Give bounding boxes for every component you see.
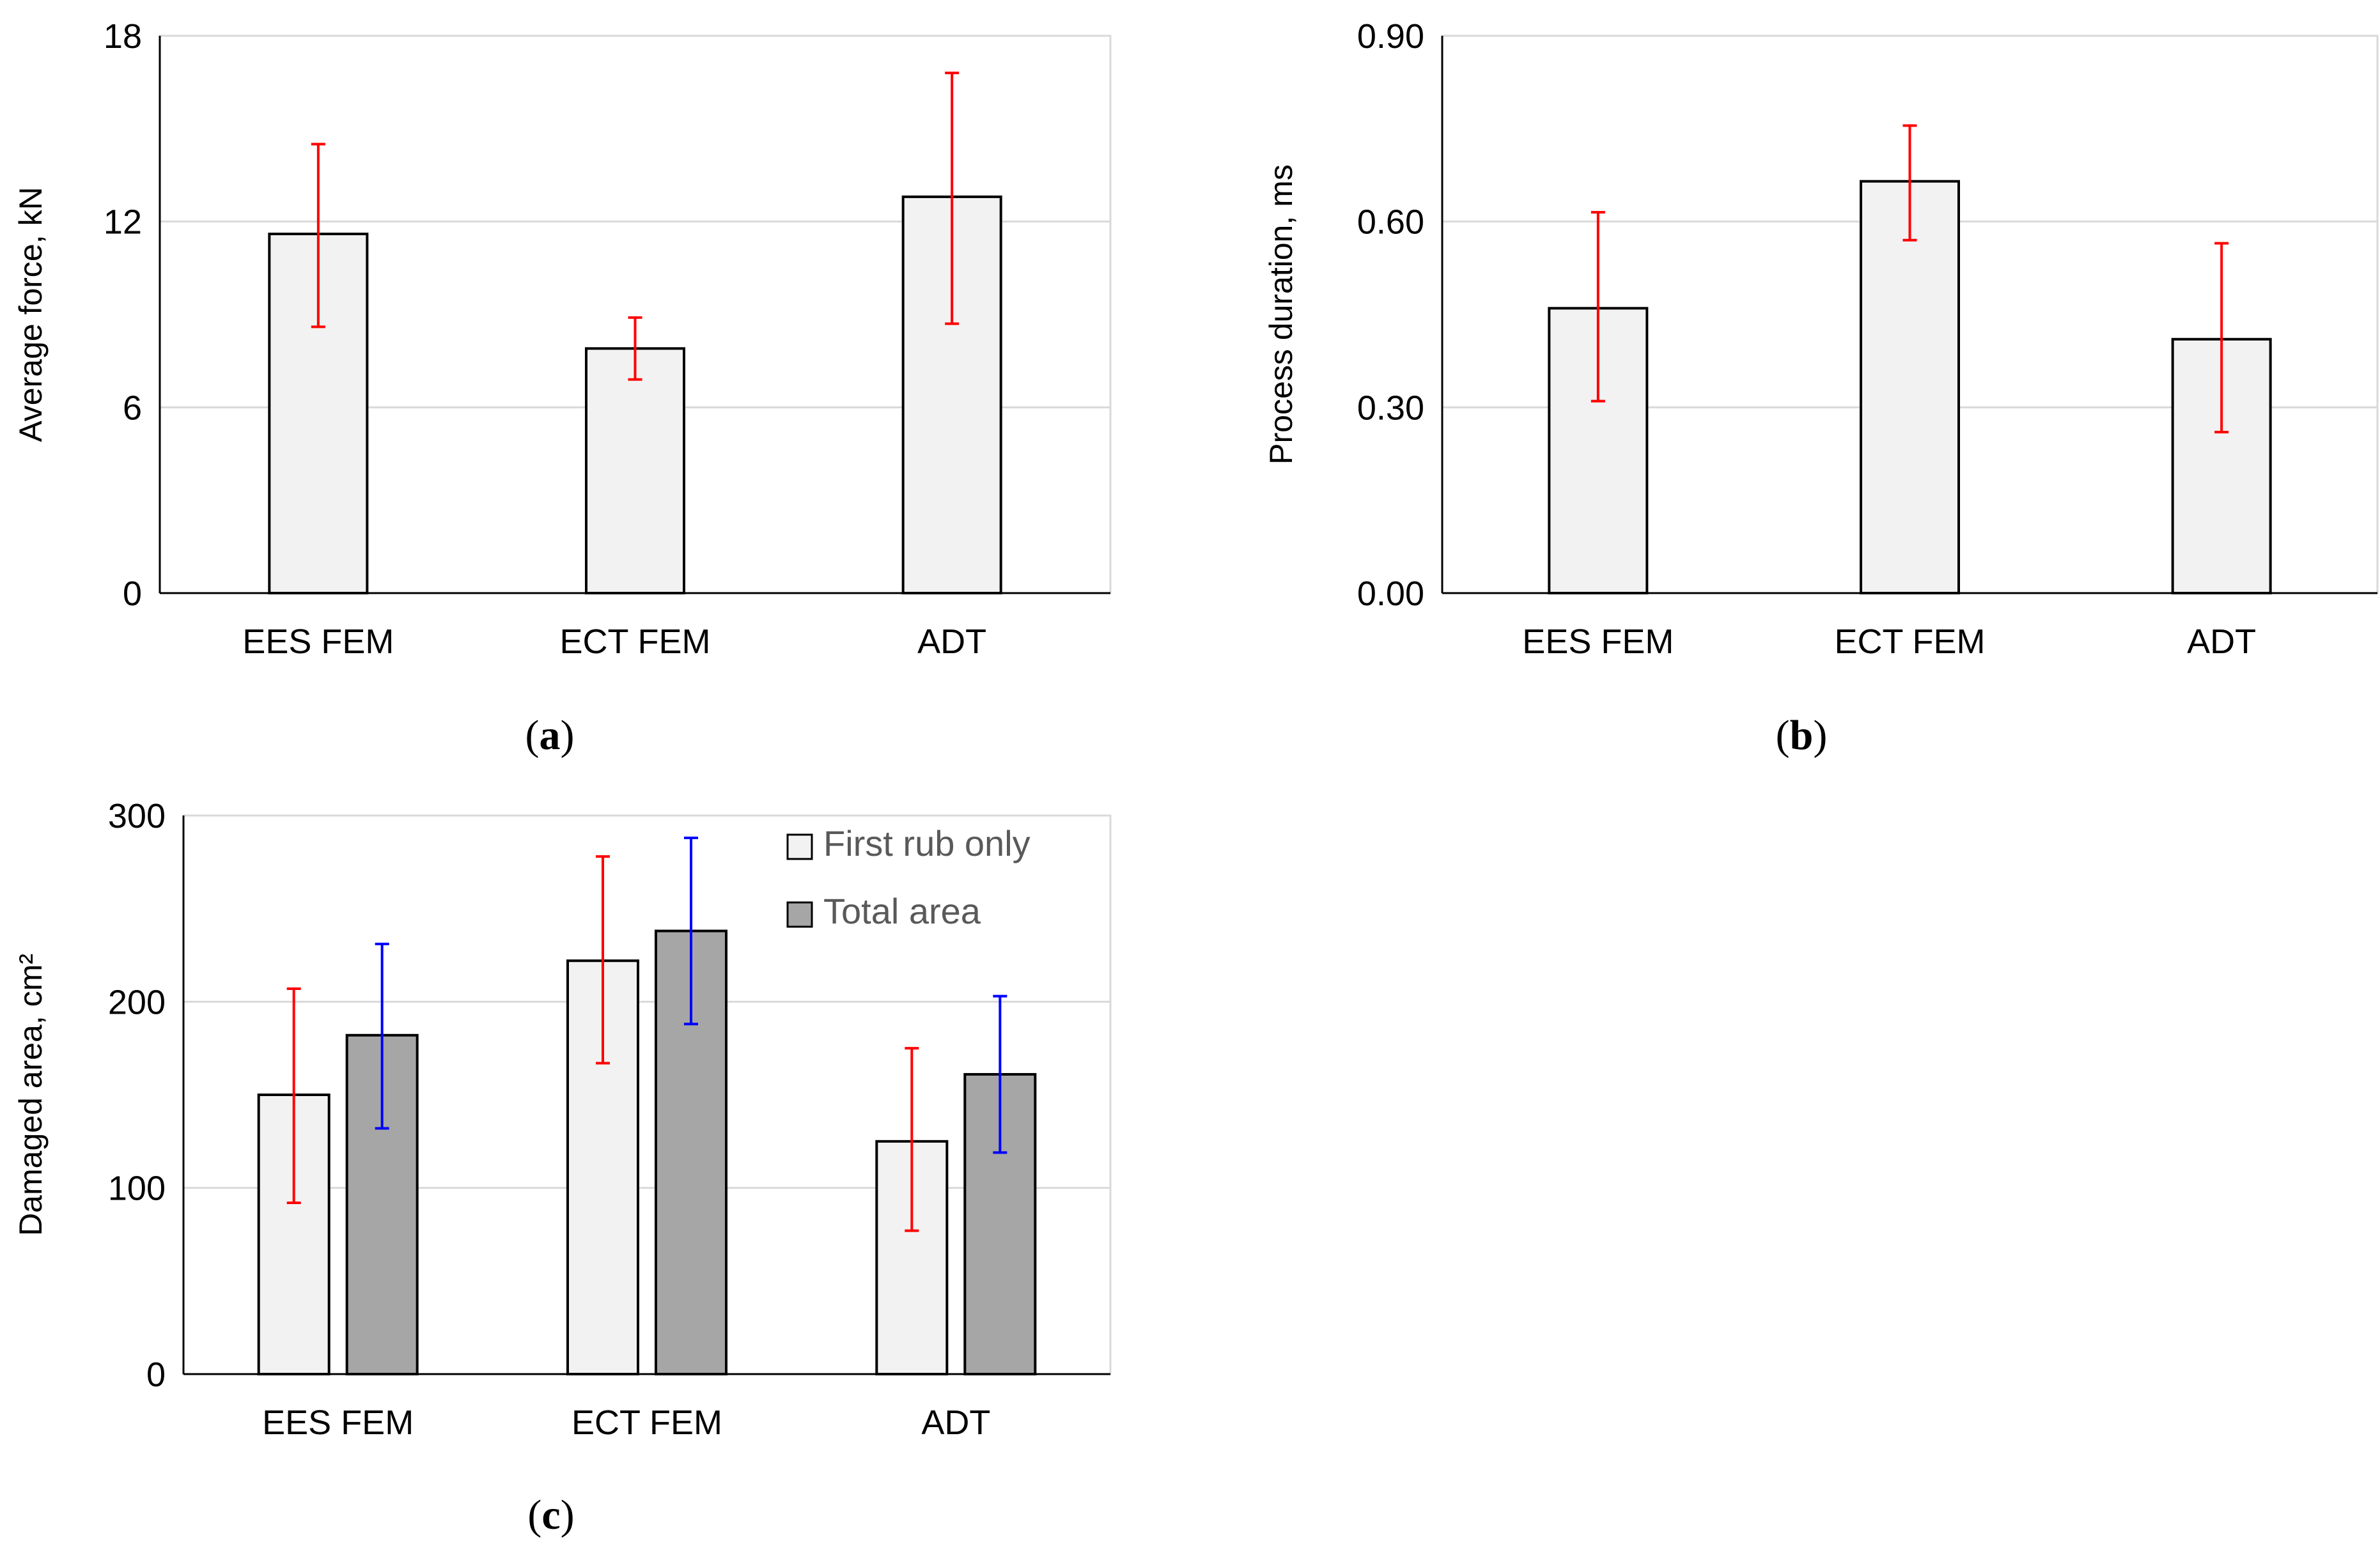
- panel-label: (b): [1776, 712, 1828, 759]
- chart-panel-c: 0 100 200 300 EES FEM ECT FEM ADT Damaged area,…: [13, 797, 1112, 1538]
- error-bar: [311, 143, 325, 329]
- x-tick-label: ADT: [2187, 622, 2256, 661]
- x-tick-label: ECT FEM: [1834, 622, 1985, 661]
- x-tick-label: ECT FEM: [559, 622, 710, 661]
- y-axis-title: Average force, kN: [13, 187, 49, 442]
- y-tick-label: 6: [123, 389, 142, 427]
- y-tick-label: 100: [108, 1170, 166, 1208]
- error-bar: [945, 72, 960, 325]
- panel-label-letter: c: [541, 1492, 560, 1538]
- y-axis-title: Process duration, ms: [1263, 164, 1299, 465]
- y-tick-label: 18: [104, 17, 142, 56]
- panel-label-letter: b: [1790, 712, 1814, 759]
- panel-label: (a): [525, 712, 575, 759]
- x-tick-label: ADT: [917, 622, 986, 661]
- y-tick-label: 0.30: [1357, 389, 1424, 427]
- error-bar: [628, 316, 642, 381]
- panel-label-paren: ): [1813, 712, 1827, 759]
- panel-label-paren: (: [527, 1492, 541, 1538]
- error-bar: [993, 994, 1007, 1154]
- error-bar: [286, 987, 301, 1204]
- error-bar: [2214, 242, 2229, 434]
- legend-label: Total area: [823, 891, 981, 931]
- y-tick-label: 200: [108, 983, 166, 1021]
- chart-panel-a: 0 6 12 18 EES FEM ECT FEM ADT Average force, kN…: [13, 17, 1112, 759]
- panel-label-paren: ): [561, 1492, 575, 1538]
- y-axis-title: Damaged area, cm²: [13, 954, 49, 1236]
- panel-label: (c): [527, 1492, 574, 1538]
- panel-label-paren: (: [525, 712, 540, 759]
- y-tick-label: 0.00: [1357, 575, 1424, 613]
- bar: [1860, 180, 1960, 594]
- y-tick-label: 300: [108, 797, 166, 835]
- x-tick-label: ECT FEM: [572, 1403, 722, 1442]
- x-tick-label: EES FEM: [242, 622, 394, 661]
- error-bar: [596, 855, 610, 1065]
- y-tick-label: 0: [123, 575, 142, 613]
- x-tick-label: EES FEM: [1522, 622, 1674, 661]
- panel-label-letter: a: [540, 712, 561, 759]
- legend-label: First rub only: [823, 823, 1031, 863]
- y-tick-label: 0.90: [1357, 17, 1424, 56]
- error-bar: [375, 943, 389, 1130]
- legend-swatch: [786, 901, 813, 928]
- legend: First rub only Total area: [786, 823, 1031, 931]
- panel-label-paren: (: [1776, 712, 1790, 759]
- legend-swatch: [786, 833, 813, 860]
- error-bar: [1591, 211, 1605, 403]
- bar: [585, 347, 685, 594]
- error-bar: [684, 836, 698, 1026]
- error-bar: [1902, 124, 1917, 242]
- panel-label-paren: ): [561, 712, 575, 759]
- y-tick-label: 0: [146, 1356, 166, 1394]
- chart-panel-b: 0.00 0.30 0.60 0.90 EES FEM ECT FEM ADT Process…: [1263, 17, 2379, 759]
- y-tick-label: 0.60: [1357, 203, 1424, 242]
- x-tick-label: EES FEM: [262, 1403, 414, 1442]
- error-bar: [905, 1047, 919, 1232]
- x-tick-label: ADT: [921, 1403, 990, 1442]
- y-tick-label: 12: [104, 203, 142, 242]
